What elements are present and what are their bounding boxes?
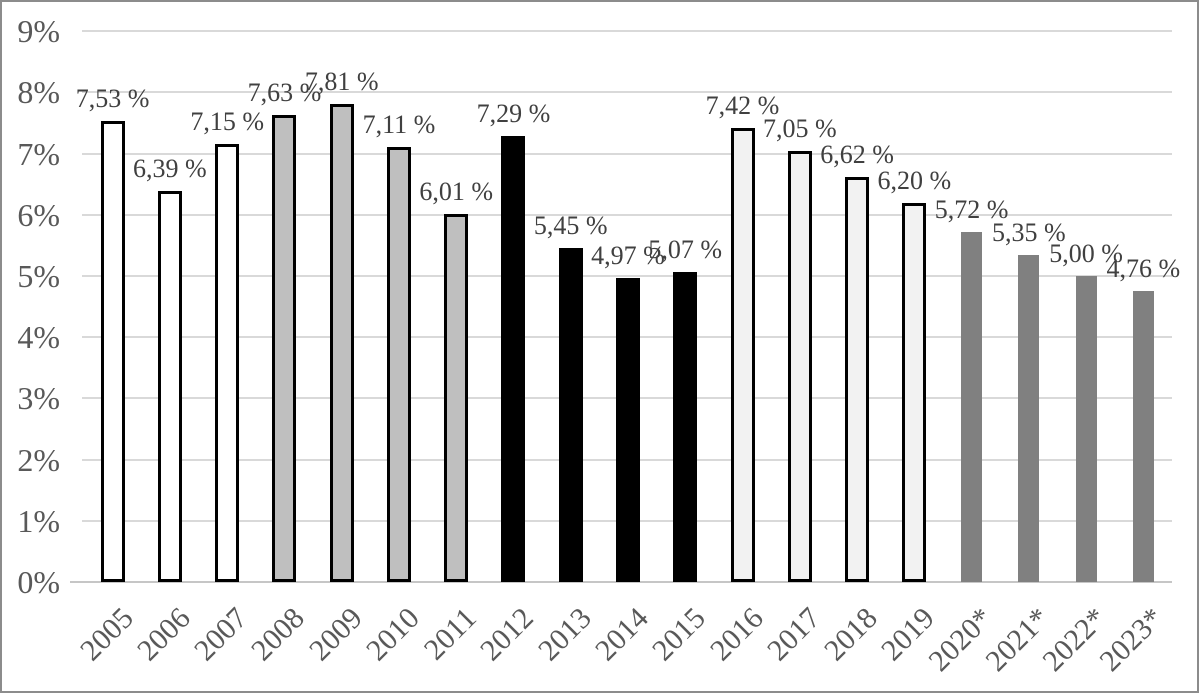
y-tick-label: 4%: [17, 319, 60, 356]
gridline: [82, 152, 1172, 155]
bar-2011: [444, 214, 469, 582]
y-tick-label: 5%: [17, 258, 60, 294]
bar-value-label: 4,97 %: [591, 240, 665, 270]
bar-value-label: 6,39 %: [133, 153, 207, 183]
bar-value-label: 5,72 %: [934, 194, 1009, 224]
bar-2009: [329, 104, 354, 582]
bar-value-label: 6,62 %: [820, 139, 894, 169]
y-tick-label: 0%: [17, 564, 60, 600]
bar-2021: [1018, 254, 1040, 582]
bar-value-label: 6,01 %: [419, 177, 494, 207]
bar-value-label: 7,11 %: [362, 109, 436, 139]
bar-2008: [272, 115, 297, 582]
y-tick-label: 2%: [17, 441, 60, 478]
gridline: [82, 275, 1172, 277]
bar-value-label: 7,53 %: [75, 84, 150, 114]
gridline: [82, 213, 1172, 216]
bar-value-label: 7,81 %: [304, 67, 379, 97]
bar-value-label: 5,07 %: [648, 234, 723, 264]
bar-2015: [673, 271, 698, 582]
bar-2023: [1132, 290, 1154, 582]
bar-2022: [1075, 276, 1097, 582]
bar-value-label: 7,15 %: [190, 107, 264, 137]
bar-value-label: 7,42 %: [705, 90, 780, 120]
bar-value-label: 4,76 %: [1106, 253, 1181, 283]
bar-2019: [902, 202, 927, 582]
bar-2017: [787, 150, 812, 582]
bar-value-label: 5,45 %: [533, 211, 608, 241]
bar-2012: [501, 135, 526, 582]
y-tick-label: 8%: [17, 74, 60, 111]
y-tick-label: 7%: [17, 135, 60, 172]
bar-value-label: 7,63 %: [247, 78, 322, 108]
bar-value-label: 6,20 %: [877, 165, 952, 195]
bar-2020: [961, 231, 983, 582]
bar-2018: [845, 176, 870, 582]
bar-2007: [215, 144, 240, 582]
bar-2013: [558, 248, 583, 582]
gridline: [82, 30, 1172, 33]
y-tick-label: 9%: [17, 13, 60, 50]
bar-2016: [730, 127, 755, 582]
bar-2014: [616, 277, 640, 582]
bar-2006: [157, 190, 182, 582]
y-tick-label: 6%: [17, 196, 60, 233]
bar-value-label: 7,29 %: [476, 98, 551, 128]
bar-value-label: 7,05 %: [762, 113, 837, 143]
bar-2010: [386, 146, 411, 582]
bar-value-label: 5,35 %: [991, 217, 1066, 247]
y-tick-label: 3%: [17, 380, 60, 417]
bar-2005: [100, 121, 125, 582]
y-tick-label: 1%: [17, 502, 60, 539]
bar-value-label: 5,00 %: [1049, 239, 1123, 268]
gridline: [82, 91, 1172, 94]
x-axis-line: [70, 581, 1172, 583]
